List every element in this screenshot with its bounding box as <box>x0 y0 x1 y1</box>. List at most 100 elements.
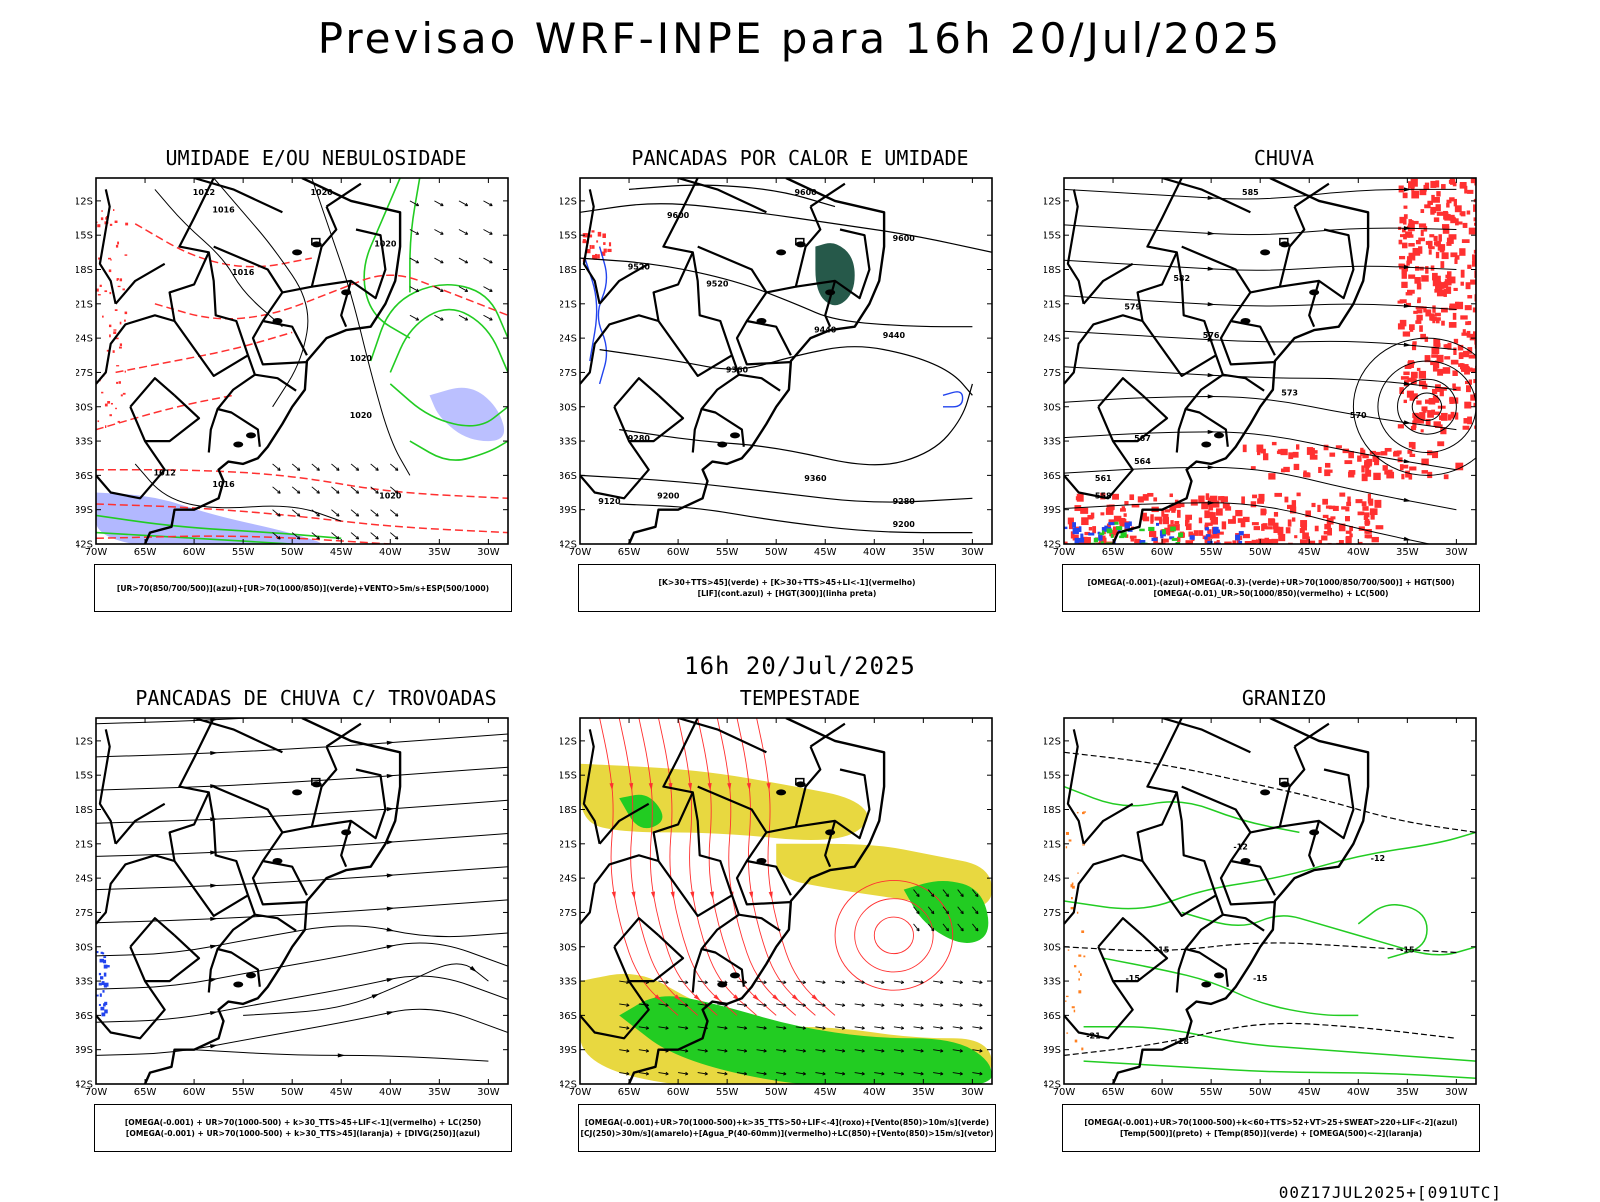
shaded-cell <box>1313 450 1318 454</box>
wind-vector-head <box>822 1026 826 1030</box>
country-border <box>735 291 790 366</box>
shaded-cell <box>1178 532 1184 538</box>
lat-tick-label: 24S <box>560 874 577 885</box>
country-border <box>254 373 297 392</box>
lat-tick-label: 15S <box>1044 231 1061 242</box>
shaded-cell <box>1324 462 1331 468</box>
shaded-cell <box>1402 331 1411 337</box>
shaded-cell <box>1427 200 1433 205</box>
country-border <box>795 228 871 300</box>
lat-tick-label: 36S <box>560 471 577 482</box>
shaded-cell <box>1384 447 1392 452</box>
shaded-cell <box>1345 506 1350 512</box>
streamline-arrow <box>209 977 218 983</box>
streamline <box>243 963 489 1016</box>
lat-tick-label: 42S <box>1044 540 1061 551</box>
lat-tick-label: 24S <box>560 334 577 345</box>
shaded-cell <box>103 972 107 977</box>
shaded-cell <box>1459 181 1467 188</box>
shaded-cell <box>1401 266 1407 275</box>
shaded-cell <box>1434 312 1441 317</box>
shaded-cell <box>1473 333 1476 340</box>
wind-vector-head <box>900 1026 905 1030</box>
shaded-cell <box>1407 289 1415 294</box>
lat-tick-label: 39S <box>76 1045 93 1056</box>
lon-tick-label: 55W <box>716 1087 739 1098</box>
wind-vector <box>893 1072 904 1075</box>
shaded-cell <box>1257 498 1264 504</box>
map-umidade: 1012101610201020101610201020101210161020… <box>76 177 509 558</box>
shaded-cell <box>1164 527 1170 535</box>
shaded-area <box>429 387 505 442</box>
lat-tick-label: 36S <box>76 471 93 482</box>
shaded-cell <box>1411 343 1417 351</box>
lon-tick-label: 40W <box>1347 1087 1370 1098</box>
shaded-cell <box>1082 811 1085 815</box>
shaded-cell <box>1431 354 1439 358</box>
country-border <box>193 178 283 214</box>
shaded-cell <box>1420 429 1424 433</box>
shaded-cell <box>124 319 126 322</box>
shaded-cell <box>1415 239 1421 245</box>
wind-vector <box>370 463 379 471</box>
shaded-cell <box>1472 254 1476 261</box>
lat-tick-label: 30S <box>560 942 577 953</box>
coastline <box>1111 178 1370 544</box>
shaded-cell <box>1452 383 1456 388</box>
shaded-cell <box>1421 458 1429 466</box>
shaded-cell <box>1227 519 1236 524</box>
country-border <box>262 859 308 896</box>
shaded-cell <box>1418 419 1425 424</box>
coastline <box>143 718 402 1084</box>
wind-vector <box>311 509 320 517</box>
shaded-cell <box>1147 492 1154 497</box>
hgt-contour <box>580 474 973 503</box>
wind-vector <box>972 889 979 897</box>
shaded-cell <box>1424 399 1432 404</box>
country-border <box>178 718 250 896</box>
federal-district <box>311 777 321 786</box>
shaded-cell <box>113 329 117 331</box>
hgt-contour <box>619 503 973 534</box>
shaded-cell <box>1307 540 1316 544</box>
shaded-cell <box>1436 289 1445 297</box>
wind-vector <box>658 980 669 984</box>
streamline-arrow <box>386 740 395 745</box>
shaded-cell <box>1408 274 1416 279</box>
shaded-area <box>619 794 663 829</box>
shaded-cell <box>1108 522 1115 526</box>
streamline <box>96 833 508 857</box>
shaded-cell <box>1296 492 1301 497</box>
country-border <box>746 859 792 896</box>
shaded-cell <box>1341 506 1346 510</box>
country-border <box>213 206 338 294</box>
shaded-cell <box>1101 535 1106 544</box>
lon-tick-label: 55W <box>1200 1087 1223 1098</box>
shaded-cell <box>1371 536 1379 543</box>
shaded-cell <box>1212 527 1218 534</box>
shaded-cell <box>1446 199 1452 204</box>
shaded-cell <box>1078 990 1082 994</box>
shaded-cell <box>1201 503 1209 510</box>
shaded-cell <box>1411 190 1420 199</box>
wind-vector <box>619 980 630 984</box>
shaded-cell <box>1078 970 1080 973</box>
panel-title: PANCADAS DE CHUVA C/ TROVOADAS <box>135 686 497 710</box>
wind-vector <box>913 889 920 897</box>
humidity-contour <box>389 383 508 427</box>
shaded-cell <box>1422 408 1427 413</box>
shaded-cell <box>1368 498 1374 506</box>
shaded-cell <box>1465 321 1470 326</box>
lat-tick-label: 21S <box>76 839 93 850</box>
lon-tick-label: 35W <box>912 1087 935 1098</box>
map-frame <box>95 717 509 1085</box>
shaded-cell <box>1349 525 1353 532</box>
wind-vector-head <box>336 513 340 517</box>
legend-line: [OMEGA(-0.001)+UR>70(1000-500)+k>35_TTS>… <box>584 1118 990 1127</box>
temp850-contour <box>1357 904 1428 959</box>
lon-tick-label: 70W <box>85 547 108 558</box>
shaded-cell <box>1416 299 1421 304</box>
shaded-cell <box>1431 409 1436 414</box>
shaded-cell <box>1357 455 1362 462</box>
wind-vector-head <box>916 893 920 898</box>
